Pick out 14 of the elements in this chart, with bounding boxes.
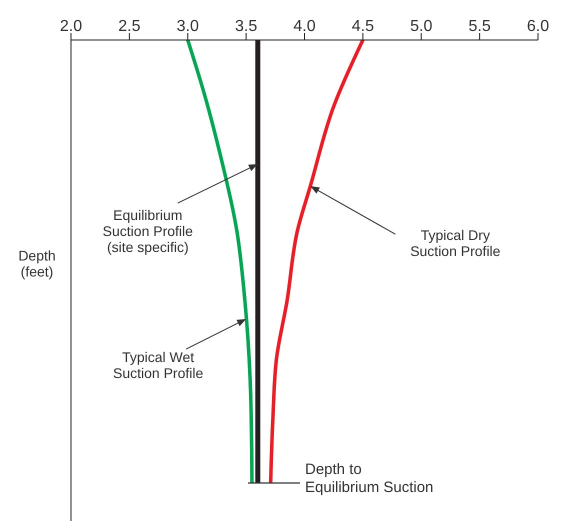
annotation: Typical Wet Suction Profile <box>112 349 204 382</box>
x-tick-label: 5.0 <box>410 18 432 35</box>
x-tick-label: 4.0 <box>293 18 316 35</box>
x-tick-label: 2.0 <box>60 18 82 35</box>
x-tick-label: 3.5 <box>235 18 258 35</box>
x-tick-label: 2.5 <box>118 18 141 35</box>
x-tick-label: 5.5 <box>468 18 491 35</box>
x-tick-label: 6.0 <box>526 18 550 35</box>
annotation: Depth to Equilibrium Suction <box>305 461 434 496</box>
annotation: Typical Dry Suction Profile <box>410 227 501 260</box>
x-tick-label: 4.5 <box>352 18 374 35</box>
annotation: Equilibrium Suction Profile (site specific) <box>102 207 194 256</box>
y-axis-title: Depth (feet) <box>18 248 56 280</box>
x-tick-label: 3.0 <box>176 18 199 35</box>
